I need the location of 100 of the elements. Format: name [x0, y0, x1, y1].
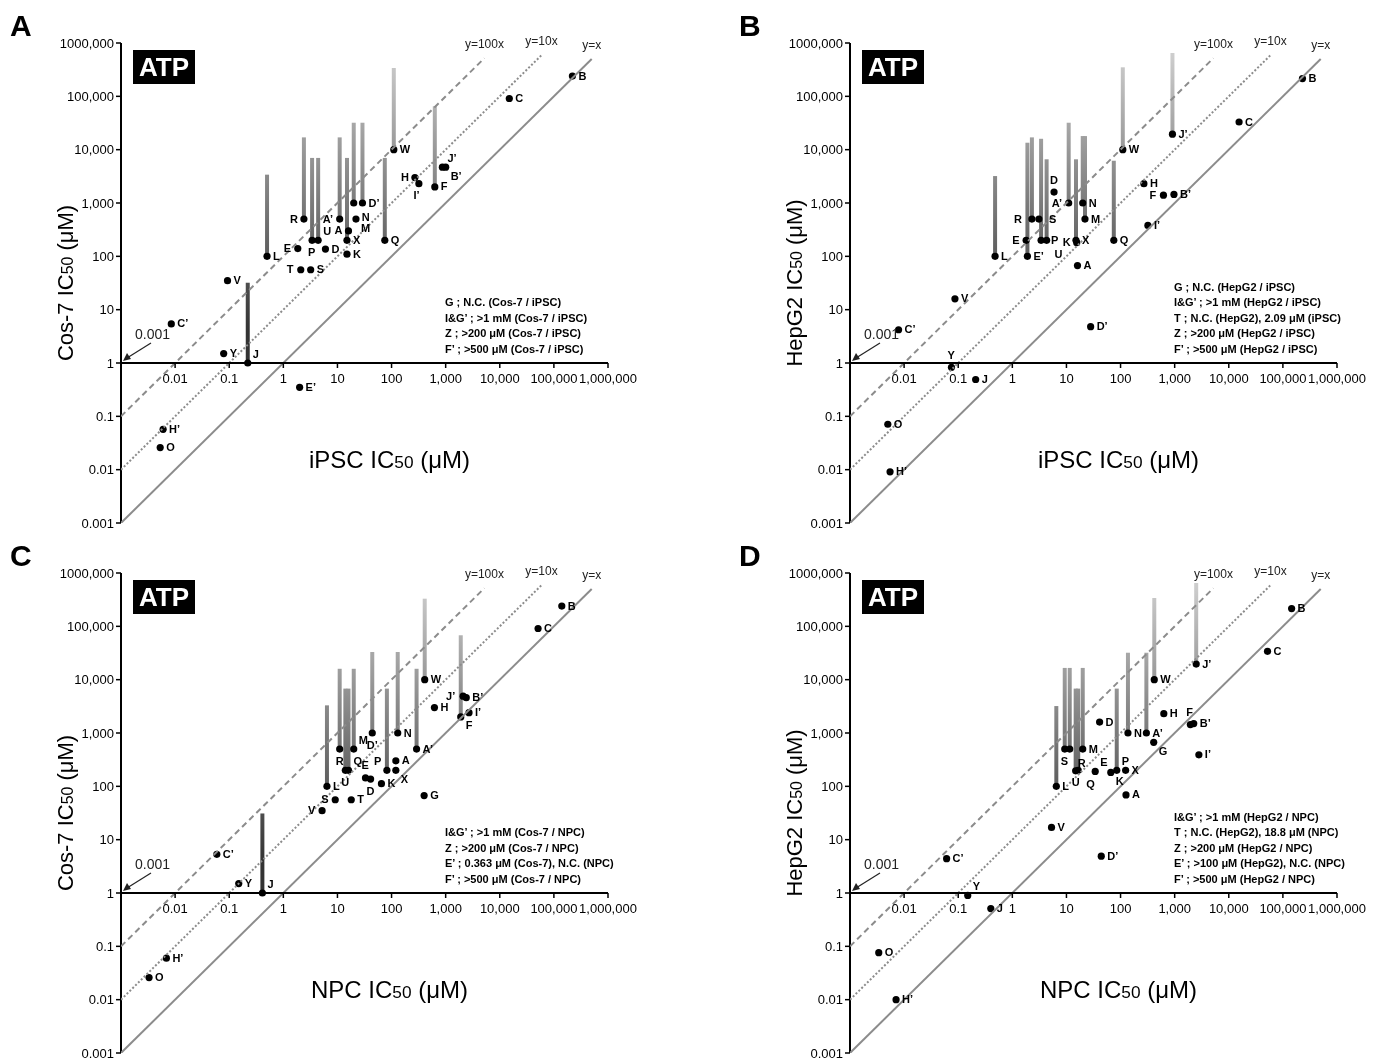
data-label: K — [1062, 236, 1071, 249]
x-tick-label: 1,000,000 — [1308, 901, 1366, 916]
data-label: Y — [244, 877, 253, 890]
data-label: A’ — [322, 212, 334, 225]
data-label: D — [331, 242, 340, 255]
chart-subtitle: ATP — [862, 580, 925, 614]
data-label: V — [1057, 820, 1066, 833]
data-label: A — [334, 224, 343, 237]
data-label: X — [1081, 233, 1090, 246]
y-tick-label: 0.01 — [817, 992, 843, 1008]
data-label: E — [283, 242, 292, 255]
data-label: N — [403, 726, 412, 739]
data-label: H’ — [172, 951, 184, 964]
data-label: K — [387, 777, 396, 790]
annotation: E’ ; 0.363 μM (Cos-7), N.C. (NPC) — [445, 856, 614, 871]
data-label: B’ — [1179, 187, 1191, 200]
data-label: X — [400, 772, 409, 785]
data-label: B — [567, 599, 576, 612]
data-label: I’ — [413, 189, 420, 202]
y-tick-label: 10,000 — [803, 672, 843, 688]
x-tick-label: 0.01 — [891, 901, 917, 916]
data-label: A — [1131, 788, 1140, 801]
data-label: C’ — [177, 317, 189, 330]
data-label: N — [1133, 726, 1142, 739]
data-label: J — [267, 877, 274, 890]
data-label: P — [308, 245, 316, 258]
data-label: L — [1062, 779, 1070, 792]
x-tick-label: 1 — [1008, 901, 1016, 916]
data-label: C — [544, 622, 553, 635]
y-tick-label: 0.1 — [95, 408, 114, 424]
data-label: O — [166, 441, 176, 454]
data-label: J’ — [447, 151, 457, 164]
data-label: D’ — [1107, 849, 1119, 862]
y-tick-label: 1,000 — [81, 195, 114, 211]
series-label: y=x — [582, 568, 602, 583]
x-tick-label: 1,000,000 — [579, 371, 637, 386]
data-label: D’ — [368, 196, 380, 209]
data-label: O — [884, 946, 894, 959]
data-label: D — [366, 784, 375, 797]
chart-subtitle: ATP — [862, 50, 925, 84]
x-tick-label: 10 — [1059, 371, 1074, 386]
data-label: E — [1012, 233, 1020, 246]
data-label: F — [1186, 706, 1194, 719]
data-label: U — [323, 224, 332, 237]
data-label: P — [373, 754, 382, 767]
y-tick-label: 10,000 — [74, 672, 114, 688]
data-label: T — [357, 793, 365, 806]
data-label: D’ — [1096, 320, 1108, 333]
y-tick-label: 1 — [106, 885, 114, 901]
data-label: H’ — [896, 465, 908, 478]
annotation: 0.001 — [135, 856, 171, 872]
data-label: W — [1160, 673, 1172, 686]
data-label: H — [1169, 707, 1178, 720]
y-tick-label: 1000,000 — [788, 35, 843, 51]
data-label: U — [1054, 247, 1063, 260]
data-label: S — [316, 263, 325, 276]
y-tick-label: 10,000 — [803, 142, 843, 158]
data-label: D’ — [366, 738, 378, 751]
y-tick-label: 1,000 — [81, 725, 114, 741]
x-tick-label: 1 — [279, 901, 287, 916]
x-tick-label: 0.01 — [162, 901, 188, 916]
series-label: y=x — [1311, 38, 1331, 53]
y-tick-label: 0.01 — [88, 462, 114, 478]
data-label: S — [1048, 212, 1057, 225]
data-label: C — [1273, 644, 1282, 657]
x-tick-label: 10,000 — [479, 901, 520, 916]
y-tick-label: 1000,000 — [788, 565, 843, 581]
data-label: R — [289, 212, 298, 225]
data-label: A — [1083, 259, 1092, 272]
data-label: E — [361, 759, 369, 772]
data-label: A — [401, 754, 410, 767]
y-tick-label: 1,000 — [810, 195, 843, 211]
data-label: U — [1071, 776, 1080, 789]
data-label: W — [399, 143, 411, 156]
x-tick-label: 1,000,000 — [579, 901, 637, 916]
data-label: S — [321, 793, 329, 806]
y-tick-label: 100,000 — [67, 88, 114, 104]
data-label: C’ — [952, 852, 964, 865]
x-tick-label: 10,000 — [1208, 901, 1249, 916]
y-tick-label: 100 — [92, 778, 114, 794]
x-tick-label: 1,000 — [1158, 371, 1191, 386]
y-tick-label: 0.001 — [81, 515, 114, 531]
data-label: V — [233, 274, 242, 287]
data-label: P — [1051, 233, 1059, 246]
data-label: V — [960, 292, 969, 305]
y-tick-label: 1,000 — [810, 725, 843, 741]
data-label: A’ — [1152, 726, 1163, 739]
data-label: L — [273, 249, 281, 262]
data-label: C — [515, 92, 524, 105]
y-tick-label: 0.001 — [810, 1045, 843, 1059]
chart-title: D — [739, 539, 761, 572]
data-label: X — [352, 233, 361, 246]
data-label: R — [335, 754, 344, 767]
data-label: H’ — [169, 422, 181, 435]
data-label: L — [1001, 249, 1009, 262]
annotation: I&G’ ; >1 mM (Cos-7 / NPC) — [445, 825, 586, 840]
annotation: E’ ; >100 μM (HepG2), N.C. (NPC) — [1174, 856, 1345, 871]
data-label: A’ — [422, 742, 433, 755]
data-label: C’ — [904, 323, 916, 336]
data-label: B’ — [1199, 717, 1211, 730]
